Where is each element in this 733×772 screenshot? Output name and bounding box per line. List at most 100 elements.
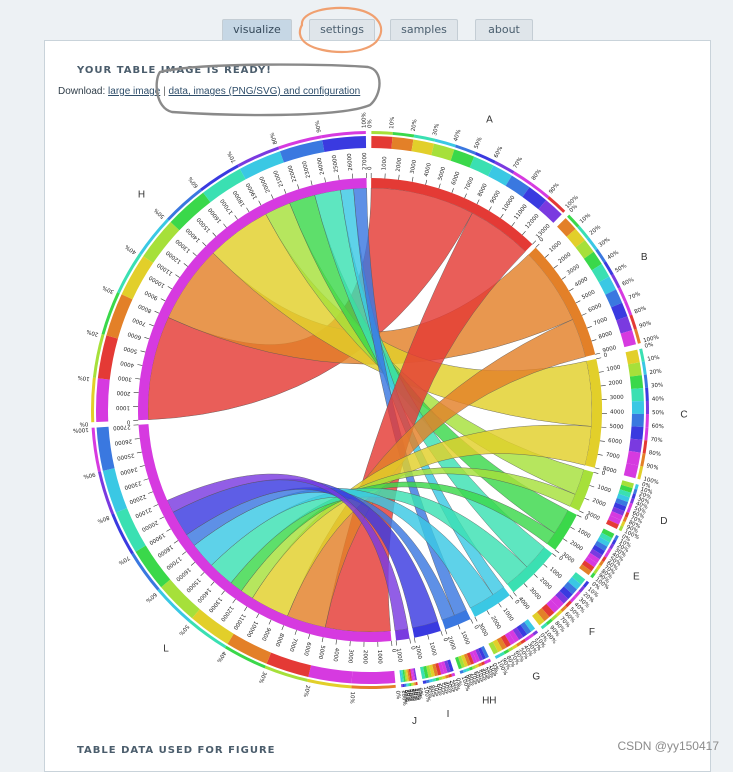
tick-label-H-4: 4000 (119, 359, 134, 368)
segment-arc-J (395, 629, 410, 641)
percent-ring-outer-I-7 (429, 679, 433, 683)
tick-B-1 (545, 254, 549, 257)
tick-A-4 (426, 180, 427, 185)
segment-name-I: I (447, 709, 450, 720)
percent-ring-outer-D-0 (635, 484, 639, 490)
tick-L-24 (140, 466, 145, 467)
tick-I-2 (414, 638, 415, 643)
percent-ring-outer-D-2 (632, 493, 636, 499)
percent-ring-outer-A-1 (393, 132, 415, 138)
tick-H-24 (325, 177, 326, 182)
percent-ring-A-3 (431, 144, 454, 161)
tick-label-L-25: 25000 (116, 452, 135, 461)
percent-ring-outer-H-0 (91, 378, 96, 423)
percent-label-L-2: 20% (302, 684, 311, 697)
percent-label-L-1: 10% (348, 691, 355, 704)
tick-label-F-0: 0 (557, 555, 564, 562)
tick-label-I-1: 1000 (428, 641, 437, 657)
tick-D-0 (593, 472, 598, 473)
tick-A-7 (465, 194, 467, 199)
tick-H-25 (338, 175, 339, 180)
segment-name-E: E (633, 571, 640, 582)
tick-label-C-2: 2000 (608, 380, 623, 387)
tick-label-F-1: 1000 (548, 566, 563, 580)
percent-label-H-4: 40% (124, 243, 137, 255)
tick-B-0 (536, 244, 540, 248)
tick-label-L-8: 8000 (273, 632, 284, 648)
tick-label-A-4: 4000 (424, 162, 433, 178)
tick-B-9 (595, 353, 600, 354)
tick-label-H-2: 2000 (116, 389, 131, 396)
percent-label-L-7: 70% (117, 554, 131, 565)
percent-label-H-1: 10% (77, 374, 90, 381)
tick-H-3 (135, 378, 140, 379)
percent-ring-C-7 (629, 439, 643, 453)
tick-label-L-12: 12000 (219, 604, 234, 622)
segment-name-G: G (532, 671, 540, 682)
tick-HH-1 (458, 625, 460, 630)
tick-label-H-14: 14000 (185, 226, 202, 243)
tick-L-15 (201, 572, 205, 575)
tick-H-11 (175, 275, 179, 278)
percent-ring-outer-C-2 (644, 375, 648, 388)
tick-label-L-23: 23000 (123, 479, 142, 490)
tick-C-7 (598, 454, 603, 455)
percent-ring-C-9 (624, 463, 639, 478)
tick-label-HH-1: 1000 (459, 630, 470, 646)
percent-ring-H-9 (322, 136, 366, 152)
tick-HH-0 (471, 619, 473, 624)
tick-F-2 (534, 574, 538, 578)
tick-D-2 (585, 498, 590, 500)
tick-L-6 (308, 634, 309, 639)
tick-label-A-5: 5000 (437, 166, 447, 182)
percent-ring-outer-C-6 (644, 427, 648, 440)
tick-label-L-10: 10000 (245, 620, 259, 639)
tick-label-L-21: 21000 (134, 506, 153, 519)
tick-L-12 (233, 599, 236, 603)
percent-ring-outer-I-6 (432, 678, 436, 682)
percent-ring-outer-C-5 (645, 414, 649, 427)
tick-D-3 (579, 511, 584, 513)
tick-label-A-11: 11000 (513, 203, 529, 221)
tick-H-14 (202, 242, 206, 246)
tick-J-0 (410, 639, 411, 644)
tick-E-0 (577, 515, 581, 517)
percent-ring-C-8 (627, 451, 641, 466)
percent-label-L-0: 0% (394, 690, 401, 699)
tick-label-B-5: 5000 (581, 289, 597, 301)
percent-label-H-3: 30% (102, 284, 116, 295)
tick-label-L-19: 19000 (147, 531, 166, 545)
tick-L-11 (244, 607, 247, 611)
tick-L-26 (135, 438, 140, 439)
tick-H-9 (161, 299, 165, 301)
tick-label-H-16: 16000 (207, 206, 223, 224)
percent-ring-outer-L-0 (351, 685, 396, 689)
tick-label-H-21: 21000 (273, 169, 285, 188)
tick-label-A-9: 9000 (490, 189, 503, 205)
percent-ring-A-2 (411, 139, 434, 155)
percent-ring-outer-C-0 (639, 348, 645, 361)
tick-label-A-13: 13000 (535, 223, 552, 240)
segment-name-A: A (486, 115, 493, 126)
tick-label-B-4: 4000 (574, 276, 590, 289)
percent-label-C-4: 40% (652, 396, 664, 402)
tick-B-2 (554, 265, 558, 268)
tick-label-C-7: 7000 (605, 452, 620, 461)
percent-label-C-0: 0% (644, 342, 654, 350)
percent-label-B-2: 20% (589, 224, 602, 236)
tick-A-9 (489, 207, 492, 211)
segment-name-D: D (660, 516, 667, 527)
percent-label-B-6: 60% (621, 277, 635, 288)
tick-L-4 (336, 640, 337, 645)
tick-H-17 (235, 215, 238, 219)
tick-L-25 (137, 452, 142, 453)
tick-B-6 (582, 313, 587, 315)
segment-name-B: B (641, 252, 648, 263)
tick-L-7 (295, 630, 297, 635)
tick-I-0 (441, 631, 443, 636)
tick-label-C-5: 5000 (609, 424, 624, 431)
percent-label-B-3: 30% (598, 237, 611, 249)
tick-label-L-1: 1000 (376, 650, 382, 665)
tick-label-F-3: 3000 (528, 587, 542, 602)
percent-label-C-5: 50% (652, 410, 664, 416)
